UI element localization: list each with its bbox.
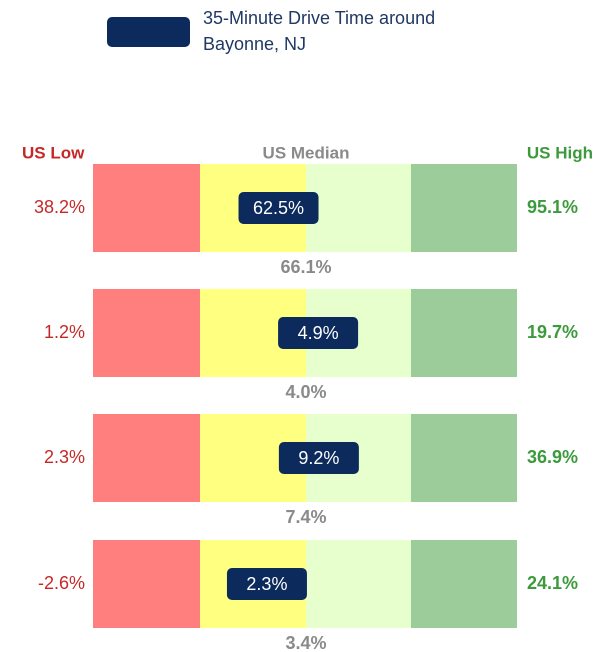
low-header: US Low bbox=[22, 143, 85, 162]
band bbox=[306, 540, 411, 628]
value-marker bbox=[238, 192, 319, 224]
legend-label: Bayonne, NJ bbox=[203, 34, 306, 54]
value-label: 62.5% bbox=[253, 198, 304, 218]
low-label: 38.2% bbox=[34, 197, 85, 217]
high-label: 36.9% bbox=[527, 447, 578, 467]
value-marker bbox=[226, 568, 307, 600]
band bbox=[411, 414, 517, 502]
band bbox=[93, 540, 200, 628]
low-label: 1.2% bbox=[44, 322, 85, 342]
band bbox=[411, 164, 517, 252]
median-label: 7.4% bbox=[285, 507, 326, 527]
low-label: -2.6% bbox=[38, 573, 85, 593]
band bbox=[93, 289, 200, 377]
high-label: 19.7% bbox=[527, 322, 578, 342]
high-label: 24.1% bbox=[527, 573, 578, 593]
value-marker bbox=[278, 442, 359, 474]
value-label: 4.9% bbox=[298, 323, 339, 343]
low-label: 2.3% bbox=[44, 447, 85, 467]
median-header: US Median bbox=[263, 143, 350, 162]
band bbox=[411, 540, 517, 628]
value-marker bbox=[278, 317, 359, 349]
band bbox=[93, 414, 200, 502]
legend-swatch bbox=[107, 17, 190, 47]
median-label: 3.4% bbox=[285, 633, 326, 652]
median-label: 4.0% bbox=[285, 382, 326, 402]
legend-label: 35-Minute Drive Time around bbox=[203, 8, 435, 28]
high-label: 95.1% bbox=[527, 197, 578, 217]
band bbox=[306, 164, 411, 252]
band bbox=[93, 164, 200, 252]
value-label: 2.3% bbox=[246, 574, 287, 594]
band bbox=[411, 289, 517, 377]
median-label: 66.1% bbox=[280, 257, 331, 277]
high-header: US High bbox=[527, 143, 593, 162]
value-label: 9.2% bbox=[298, 448, 339, 468]
